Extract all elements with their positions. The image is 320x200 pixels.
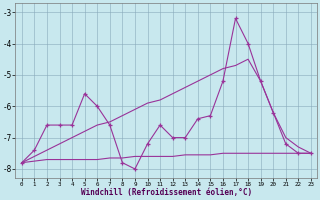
X-axis label: Windchill (Refroidissement éolien,°C): Windchill (Refroidissement éolien,°C) bbox=[81, 188, 252, 197]
